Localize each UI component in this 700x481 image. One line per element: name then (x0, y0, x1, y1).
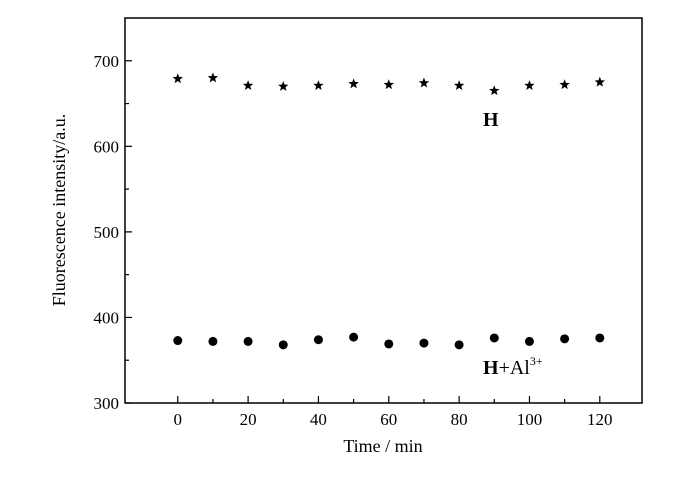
y-axis-title: Fluorescence intensity/a.u. (49, 114, 69, 306)
x-tick-label: 60 (380, 410, 397, 429)
y-tick-label: 600 (94, 137, 120, 156)
series-label-h-main: H (483, 109, 499, 131)
y-tick-label: 500 (94, 223, 120, 242)
y-tick-label: 400 (94, 308, 120, 327)
star-point (559, 79, 570, 90)
series-label-h-al-sup: 3+ (530, 354, 543, 368)
star-point (278, 80, 289, 91)
star-point (313, 80, 324, 91)
star-point (348, 78, 359, 89)
star-point (524, 80, 535, 91)
circle-point (489, 333, 499, 343)
axis-tick-labels: 0 20 40 60 80 100 120 300 400 500 600 700 (94, 52, 613, 429)
circle-point (173, 336, 183, 346)
star-point (418, 77, 430, 88)
x-tick-label: 120 (587, 410, 613, 429)
circle-point (349, 332, 359, 342)
plot-frame (124, 17, 643, 404)
circle-point (560, 334, 570, 344)
series-label-h-al: H+Al3+ (483, 354, 543, 379)
x-tick-label: 40 (310, 410, 327, 429)
series-label-h-al-suffix: +Al (499, 357, 531, 379)
series-label-h-al-main: H (483, 357, 499, 379)
circle-point (313, 335, 323, 345)
y-tick-label: 300 (94, 394, 120, 413)
circle-point (384, 339, 394, 349)
star-point (594, 76, 606, 87)
star-point (453, 80, 465, 91)
axis-ticks (125, 60, 601, 404)
x-tick-label: 80 (451, 410, 468, 429)
star-point (242, 80, 254, 91)
circle-point (524, 336, 534, 346)
x-tick-label: 0 (174, 410, 183, 429)
circle-point (208, 336, 218, 346)
series-label-h: H (483, 109, 499, 131)
star-point (383, 79, 395, 90)
circle-point (278, 340, 288, 350)
star-point (172, 73, 183, 84)
y-tick-label: 700 (94, 52, 120, 71)
circle-point (595, 333, 605, 343)
x-axis-title: Time / min (343, 436, 422, 456)
data-points (172, 72, 606, 350)
circle-point (243, 336, 253, 346)
x-tick-label: 100 (517, 410, 543, 429)
circle-point (419, 338, 429, 348)
star-point (207, 72, 219, 83)
star-point (489, 85, 500, 96)
circle-point (454, 340, 464, 350)
x-tick-label: 20 (240, 410, 257, 429)
